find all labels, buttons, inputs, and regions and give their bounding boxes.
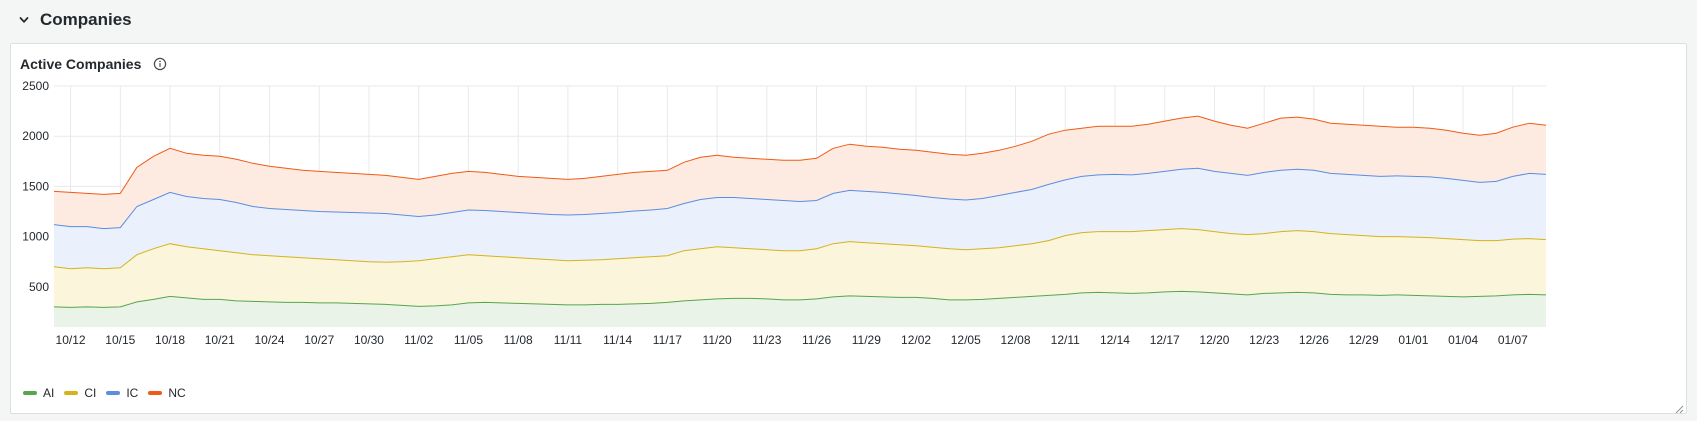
x-tick-label: 11/20 xyxy=(703,333,732,347)
series-line-ic xyxy=(53,167,1547,230)
x-tick-label: 10/30 xyxy=(354,333,384,347)
legend-label: NC xyxy=(168,386,186,400)
x-tick-label: 12/05 xyxy=(951,333,981,347)
x-tick-label: 12/11 xyxy=(1051,333,1080,347)
chevron-down-icon[interactable] xyxy=(17,13,31,27)
legend-swatch xyxy=(64,391,79,395)
legend-swatch xyxy=(106,391,121,395)
series-line-ci xyxy=(53,228,1547,270)
resize-handle-icon[interactable] xyxy=(1674,401,1684,414)
x-tick-label: 12/17 xyxy=(1150,333,1180,347)
x-tick-label: 11/02 xyxy=(404,333,433,347)
legend-swatch xyxy=(23,391,37,395)
panel-title: Active Companies xyxy=(20,56,142,72)
x-tick-label: 11/26 xyxy=(802,333,831,347)
series-line-ai xyxy=(53,290,1547,308)
x-tick-label: 12/29 xyxy=(1349,333,1379,347)
series-line-nc xyxy=(53,115,1547,195)
x-tick-label: 12/02 xyxy=(901,333,931,347)
x-tick-label: 10/12 xyxy=(56,333,86,347)
x-tick-label: 12/20 xyxy=(1199,333,1229,347)
info-icon[interactable] xyxy=(153,57,167,71)
x-tick-label: 10/27 xyxy=(304,333,334,347)
row-title[interactable]: Companies xyxy=(40,10,132,29)
x-tick-label: 11/11 xyxy=(554,333,583,347)
y-tick-label: 2500 xyxy=(22,79,49,93)
legend-item-ci[interactable]: CI xyxy=(64,386,96,400)
x-tick-label: 10/18 xyxy=(155,333,185,347)
x-tick-label: 11/05 xyxy=(454,333,483,347)
legend-label: CI xyxy=(84,386,97,400)
x-tick-label: 11/17 xyxy=(653,333,682,347)
chart-panel: 500 1000 1500 2000 2500 10/12 10/15 10/18 10/21 1… xyxy=(10,43,1687,414)
x-tick-label: 01/01 xyxy=(1398,333,1428,347)
legend-item-ai[interactable]: AI xyxy=(23,386,54,400)
area-nc xyxy=(54,116,1546,229)
chart-legend: AI CI IC NC xyxy=(23,384,196,402)
x-tick-label: 11/14 xyxy=(603,333,632,347)
legend-item-ic[interactable]: IC xyxy=(106,386,138,400)
y-tick-label: 1500 xyxy=(22,179,49,193)
x-tick-label: 12/26 xyxy=(1299,333,1329,347)
legend-item-nc[interactable]: NC xyxy=(148,386,186,400)
x-tick-label: 11/08 xyxy=(504,333,533,347)
area-ai xyxy=(54,291,1546,327)
area-chart: 500 1000 1500 2000 2500 10/12 10/15 10/18 10/21 1… xyxy=(22,79,1547,347)
x-tick-label: 10/21 xyxy=(205,333,235,347)
legend-label: AI xyxy=(43,386,55,400)
x-tick-label: 12/08 xyxy=(1000,333,1030,347)
legend-label: IC xyxy=(126,386,139,400)
x-tick-label: 12/14 xyxy=(1100,333,1130,347)
y-tick-label: 500 xyxy=(29,280,49,294)
x-tick-label: 12/23 xyxy=(1249,333,1279,347)
y-tick-label: 1000 xyxy=(22,230,49,244)
x-tick-label: 10/15 xyxy=(105,333,135,347)
x-tick-label: 11/23 xyxy=(752,333,781,347)
row-header[interactable]: Companies xyxy=(0,0,1697,40)
x-tick-label: 01/04 xyxy=(1448,333,1478,347)
area-ci xyxy=(54,228,1546,308)
legend-swatch xyxy=(148,391,163,395)
x-tick-label: 10/24 xyxy=(254,333,284,347)
panel-header: Active Companies xyxy=(20,52,167,76)
area-ic xyxy=(54,168,1546,269)
y-tick-label: 2000 xyxy=(22,129,49,143)
x-tick-label: 01/07 xyxy=(1498,333,1528,347)
x-tick-label: 11/29 xyxy=(852,333,881,347)
